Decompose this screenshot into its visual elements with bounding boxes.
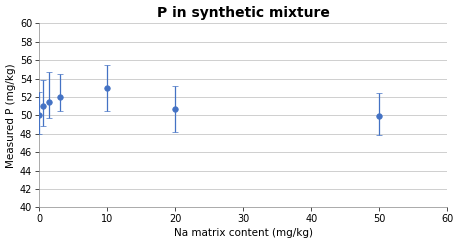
Y-axis label: Measured P (mg/kg): Measured P (mg/kg) xyxy=(6,63,16,168)
X-axis label: Na matrix content (mg/kg): Na matrix content (mg/kg) xyxy=(174,228,313,238)
Title: P in synthetic mixture: P in synthetic mixture xyxy=(157,6,330,20)
